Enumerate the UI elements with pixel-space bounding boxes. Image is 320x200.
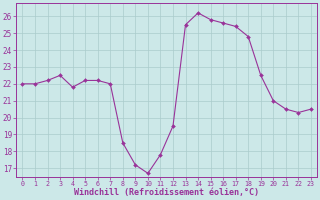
X-axis label: Windchill (Refroidissement éolien,°C): Windchill (Refroidissement éolien,°C): [74, 188, 259, 197]
